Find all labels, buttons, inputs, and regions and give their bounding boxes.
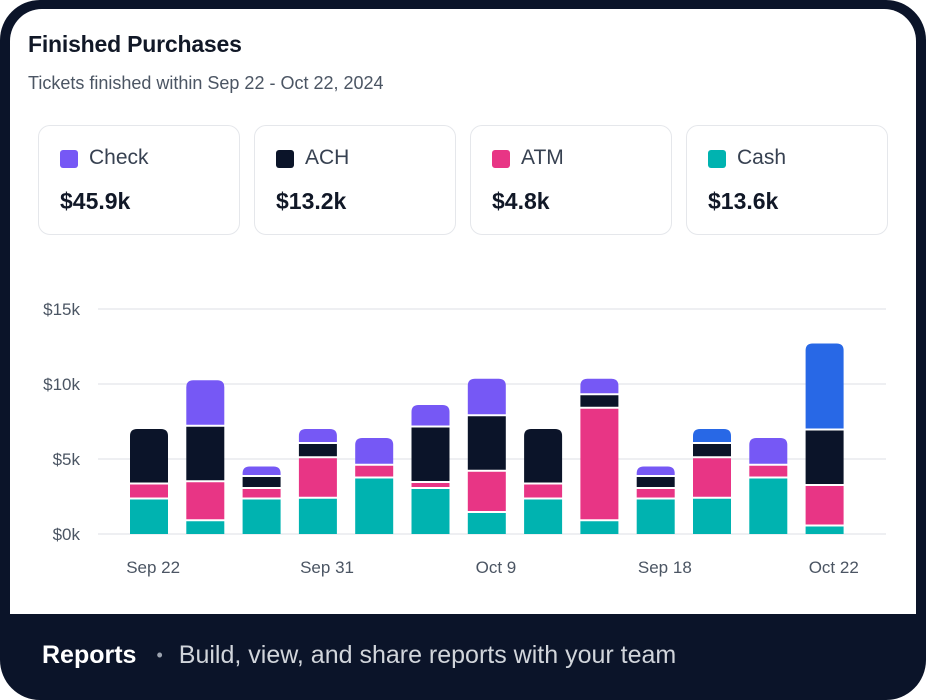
bar-stack <box>411 405 450 534</box>
bar-stack <box>130 429 168 534</box>
bar-segment-cash <box>636 499 675 534</box>
bar-segment-atm <box>805 486 844 525</box>
bar-segment-cash <box>130 499 168 534</box>
bar-segment-other <box>693 429 731 442</box>
page-subtitle: Tickets finished within Sep 22 - Oct 22,… <box>28 73 384 93</box>
ach-swatch-icon <box>276 150 294 168</box>
stacked-bar-chart: $0k $5k $10k $15k Sep 22 Sep 31 Oct 9 Sep 18 Oc… <box>43 300 886 577</box>
bar-segment-cash <box>693 498 731 534</box>
stat-card-cash[interactable]: Cash $13.6k <box>686 125 888 235</box>
bar-segment-ach <box>186 426 225 481</box>
bar-stack <box>524 429 563 534</box>
stat-label: ACH <box>305 146 350 169</box>
footer-tagline: Build, view, and share reports with your… <box>178 640 677 669</box>
bar-segment-atm <box>130 484 168 498</box>
bar-stack <box>298 429 337 534</box>
page-title: Finished Purchases <box>28 31 242 57</box>
bar-segment-ach <box>467 416 506 470</box>
x-tick-label: Oct 22 <box>809 558 859 577</box>
bar-stack <box>636 466 675 534</box>
bar-segment-ach <box>805 430 844 484</box>
stat-value: $13.6k <box>708 188 779 214</box>
footer-bar: Reports • Build, view, and share reports… <box>42 638 676 672</box>
x-axis: Sep 22 Sep 31 Oct 9 Sep 18 Oct 22 <box>126 558 859 577</box>
bar-segment-atm <box>467 471 506 511</box>
stat-value: $13.2k <box>276 188 347 214</box>
bar-segment-cash <box>805 526 844 534</box>
bar-segment-cash <box>749 478 788 534</box>
bar-segment-check <box>298 429 337 442</box>
cash-swatch-icon <box>708 150 726 168</box>
bar-segment-ach <box>580 395 619 407</box>
bar-segment-atm <box>411 483 450 487</box>
bar-segment-cash <box>411 489 450 534</box>
stat-value: $45.9k <box>60 188 131 214</box>
bar-segment-check <box>467 378 506 415</box>
stat-label: ATM <box>521 146 564 169</box>
bar-segment-atm <box>693 458 731 497</box>
y-axis: $0k $5k $10k $15k <box>43 300 80 544</box>
y-tick-label: $5k <box>53 450 81 469</box>
bar-segment-atm <box>580 408 619 520</box>
bar-segment-cash <box>524 499 563 534</box>
stat-card-ach[interactable]: ACH $13.2k <box>254 125 456 235</box>
bar-segment-cash <box>580 521 619 534</box>
x-tick-label: Sep 18 <box>638 558 692 577</box>
check-swatch-icon <box>60 150 78 168</box>
x-tick-label: Sep 22 <box>126 558 180 577</box>
bar-segment-atm <box>186 482 225 520</box>
bar-stack <box>693 429 731 534</box>
bar-segment-atm <box>749 465 788 477</box>
stat-label: Cash <box>737 146 787 169</box>
footer-brand[interactable]: Reports <box>42 640 137 669</box>
bar-segment-ach <box>693 444 731 457</box>
y-tick-label: $10k <box>43 375 80 394</box>
bar-segment-other <box>805 343 844 429</box>
bar-segment-cash <box>186 521 225 534</box>
bar-segment-cash <box>242 499 281 534</box>
bar-segment-check <box>636 466 675 475</box>
bar-stack <box>805 343 844 534</box>
bar-segment-check <box>242 466 281 475</box>
bar-segment-check <box>580 378 619 394</box>
bar-segment-ach <box>411 427 450 481</box>
y-tick-label: $0k <box>53 525 81 544</box>
bar-segment-atm <box>524 484 563 498</box>
atm-swatch-icon <box>492 150 510 168</box>
bar-segment-cash <box>298 498 337 534</box>
footer-separator: • <box>156 644 163 665</box>
bar-segment-atm <box>355 465 394 477</box>
bar-segment-check <box>355 438 394 464</box>
bar-segment-atm <box>298 458 337 497</box>
bar-segment-check <box>186 380 225 425</box>
bar-stack <box>467 378 506 534</box>
bar-segment-check <box>749 438 788 464</box>
bar-segment-atm <box>636 489 675 498</box>
y-tick-label: $15k <box>43 300 80 319</box>
bar-stack <box>242 466 281 534</box>
bar-stack <box>749 438 788 534</box>
bar-segment-cash <box>467 513 506 534</box>
stat-label: Check <box>89 146 149 169</box>
bar-segment-ach <box>130 429 168 483</box>
stat-card-check[interactable]: Check $45.9k <box>38 125 240 235</box>
bar-segment-ach <box>242 477 281 487</box>
bar-stack <box>355 438 394 534</box>
bar-segment-check <box>411 405 450 426</box>
stat-card-atm[interactable]: ATM $4.8k <box>470 125 672 235</box>
bar-segment-ach <box>636 477 675 487</box>
bars <box>130 343 844 534</box>
bar-segment-ach <box>524 429 563 483</box>
bar-segment-atm <box>242 489 281 498</box>
bar-stack <box>186 380 225 534</box>
bar-segment-ach <box>298 444 337 457</box>
stat-value: $4.8k <box>492 188 550 214</box>
bar-stack <box>580 378 619 534</box>
x-tick-label: Sep 31 <box>300 558 354 577</box>
x-tick-label: Oct 9 <box>476 558 517 577</box>
bar-segment-cash <box>355 478 394 534</box>
